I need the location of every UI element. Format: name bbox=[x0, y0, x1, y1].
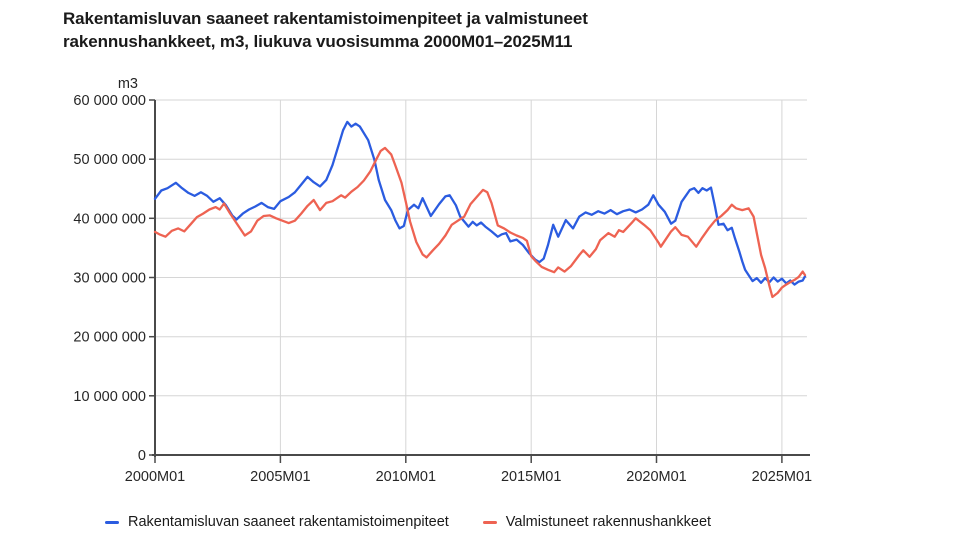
x-axis-tick-label: 2010M01 bbox=[376, 469, 436, 485]
y-axis-unit-label: m3 bbox=[117, 76, 138, 92]
series-line-permits[interactable] bbox=[153, 120, 807, 286]
x-axis-tick-label: 2005M01 bbox=[250, 469, 310, 485]
x-axis-tick-label: 2020M01 bbox=[626, 469, 686, 485]
legend-item-completed[interactable]: Valmistuneet rakennushankkeet bbox=[482, 514, 712, 530]
chart-legend: Rakentamisluvan saaneet rakentamistoimen… bbox=[105, 514, 711, 530]
legend-label-completed: Valmistuneet rakennushankkeet bbox=[505, 514, 712, 530]
y-axis-tick-label: 0 bbox=[138, 448, 146, 464]
chart-title-line1: Rakentamisluvan saaneet rakentamistoimen… bbox=[63, 9, 588, 28]
y-axis-tick-label: 50 000 000 bbox=[73, 152, 146, 168]
x-axis-tick-label: 2025M01 bbox=[752, 469, 812, 485]
x-axis-tick-label: 2000M01 bbox=[125, 469, 185, 485]
legend-item-permits[interactable]: Rakentamisluvan saaneet rakentamistoimen… bbox=[105, 514, 449, 530]
y-axis-tick-label: 20 000 000 bbox=[73, 330, 146, 346]
legend-swatch-completed-icon bbox=[482, 520, 497, 524]
chart-title-line2: rakennushankkeet, m3, liukuva vuosisumma… bbox=[63, 31, 573, 51]
chart-title: Rakentamisluvan saaneet rakentamistoimen… bbox=[63, 8, 723, 54]
legend-swatch-permits-icon bbox=[105, 520, 119, 524]
y-axis-tick-label: 10 000 000 bbox=[73, 389, 146, 405]
series-line-completed[interactable] bbox=[153, 146, 807, 299]
legend-label-permits: Rakentamisluvan saaneet rakentamistoimen… bbox=[128, 514, 449, 530]
y-axis-tick-label: 30 000 000 bbox=[73, 271, 146, 287]
x-axis-tick-label: 2015M01 bbox=[501, 469, 561, 485]
y-axis-tick-label: 60 000 000 bbox=[73, 93, 146, 109]
y-axis-tick-label: 40 000 000 bbox=[73, 211, 146, 227]
